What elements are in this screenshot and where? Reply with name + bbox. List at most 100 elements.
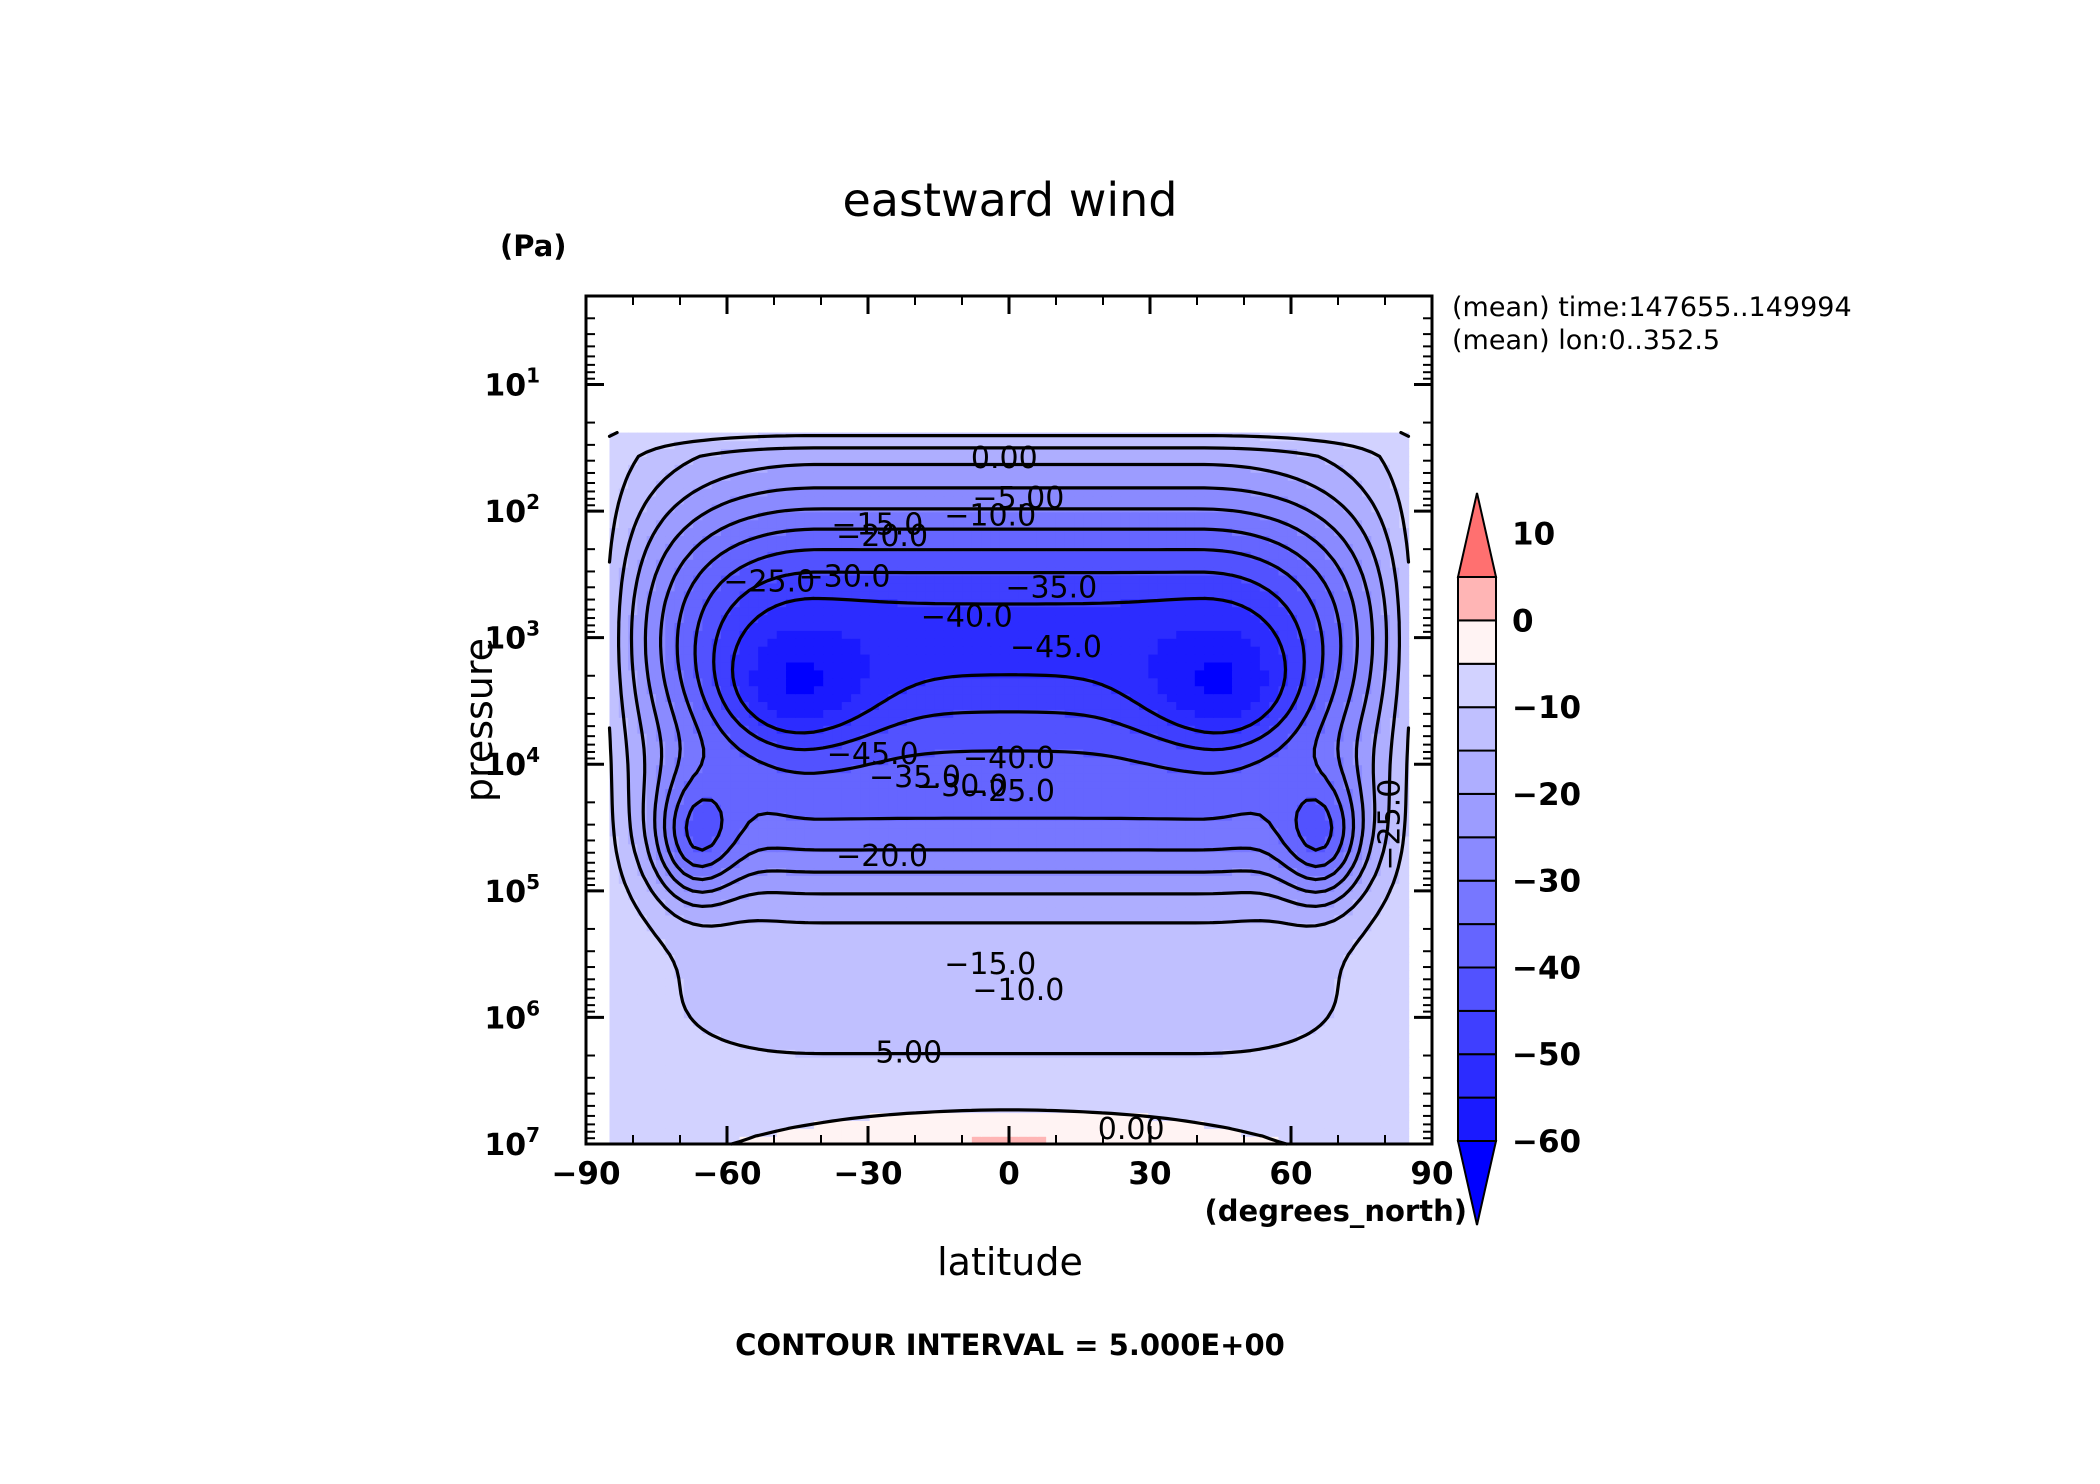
field-cell xyxy=(1259,780,1270,789)
field-cell xyxy=(925,930,936,940)
field-cell xyxy=(962,843,973,853)
field-cell xyxy=(962,1104,973,1114)
field-cell xyxy=(1194,1041,1205,1050)
field-cell xyxy=(748,946,759,955)
field-cell xyxy=(943,780,954,789)
field-cell xyxy=(813,1096,824,1106)
field-cell xyxy=(1362,946,1373,955)
field-cell xyxy=(962,1136,973,1145)
field-cell xyxy=(618,1017,629,1027)
field-cell xyxy=(1389,1112,1400,1121)
field-cell xyxy=(943,1096,954,1106)
field-cell xyxy=(786,804,797,813)
field-cell xyxy=(767,1009,778,1019)
field-cell xyxy=(1315,1120,1326,1129)
field-cell xyxy=(934,685,945,695)
field-cell xyxy=(1334,1017,1345,1027)
field-cell xyxy=(1036,1025,1047,1035)
field-cell xyxy=(981,843,992,853)
field-cell xyxy=(1055,930,1066,940)
field-cell xyxy=(1009,1112,1019,1121)
field-cell xyxy=(1231,756,1242,766)
field-cell xyxy=(1074,796,1085,805)
field-cell xyxy=(739,993,750,1003)
field-cell xyxy=(786,985,797,995)
field-cell xyxy=(1101,693,1112,703)
field-cell xyxy=(981,1025,992,1035)
field-cell xyxy=(1074,701,1085,710)
field-cell xyxy=(906,938,917,948)
field-cell xyxy=(906,740,917,750)
field-cell xyxy=(665,1080,676,1090)
field-cell xyxy=(1222,1064,1233,1074)
field-cell xyxy=(748,883,759,892)
field-cell xyxy=(999,1017,1010,1027)
field-cell xyxy=(628,772,639,782)
field-cell xyxy=(916,764,927,774)
field-cell xyxy=(869,859,880,869)
field-cell xyxy=(878,1033,889,1042)
field-cell xyxy=(618,962,629,971)
field-cell xyxy=(1166,788,1177,797)
field-cell xyxy=(711,1128,722,1137)
field-cell xyxy=(1046,1033,1057,1042)
field-cell xyxy=(1380,796,1391,805)
field-cell xyxy=(730,1096,741,1106)
field-cell xyxy=(1231,772,1242,782)
field-cell xyxy=(739,1096,750,1106)
field-cell xyxy=(841,922,852,932)
field-cell xyxy=(1139,883,1150,892)
field-cell xyxy=(1009,1080,1019,1090)
field-cell xyxy=(1129,906,1140,916)
field-cell xyxy=(1222,859,1233,869)
field-cell xyxy=(1157,1080,1168,1090)
field-cell xyxy=(1287,819,1298,829)
field-cell xyxy=(962,835,973,845)
field-cell xyxy=(1213,819,1224,829)
field-cell xyxy=(609,772,620,782)
field-cell xyxy=(1064,788,1075,797)
field-cell xyxy=(869,1088,880,1098)
field-cell xyxy=(646,772,657,782)
field-cell xyxy=(1194,1128,1205,1137)
field-cell xyxy=(1185,732,1196,742)
field-cell xyxy=(1064,1009,1075,1019)
field-cell xyxy=(1362,732,1373,742)
field-cell xyxy=(1204,938,1215,948)
field-cell xyxy=(1399,938,1410,948)
field-cell xyxy=(906,1096,917,1106)
field-cell xyxy=(1380,788,1391,797)
field-cell xyxy=(1389,922,1400,932)
field-cell xyxy=(804,788,815,797)
field-cell xyxy=(646,954,657,963)
field-cell xyxy=(1111,859,1122,869)
field-cell xyxy=(906,1033,917,1042)
field-cell xyxy=(934,985,945,995)
field-cell xyxy=(1148,827,1159,837)
field-cell xyxy=(1315,1057,1326,1066)
field-cell xyxy=(1027,827,1038,837)
field-cell xyxy=(1241,1009,1252,1019)
field-cell xyxy=(1120,1033,1131,1042)
field-cell xyxy=(1009,788,1019,797)
field-cell xyxy=(1352,891,1363,900)
field-cell xyxy=(1231,780,1242,789)
field-cell xyxy=(786,772,797,782)
field-cell xyxy=(1185,1120,1196,1129)
field-cell xyxy=(795,717,806,726)
field-cell xyxy=(1157,812,1168,821)
field-cell xyxy=(804,709,815,718)
field-cell xyxy=(646,843,657,853)
field-cell xyxy=(702,693,713,703)
field-cell xyxy=(730,788,741,797)
field-cell xyxy=(1399,725,1410,734)
field-cell xyxy=(878,1072,889,1082)
field-cell xyxy=(795,725,806,734)
field-cell xyxy=(1027,835,1038,845)
field-cell xyxy=(1036,946,1047,955)
field-cell xyxy=(1324,1001,1335,1011)
field-cell xyxy=(1352,709,1363,718)
field-cell xyxy=(1371,780,1382,789)
field-cell xyxy=(1269,1088,1280,1098)
field-cell xyxy=(1334,1041,1345,1050)
